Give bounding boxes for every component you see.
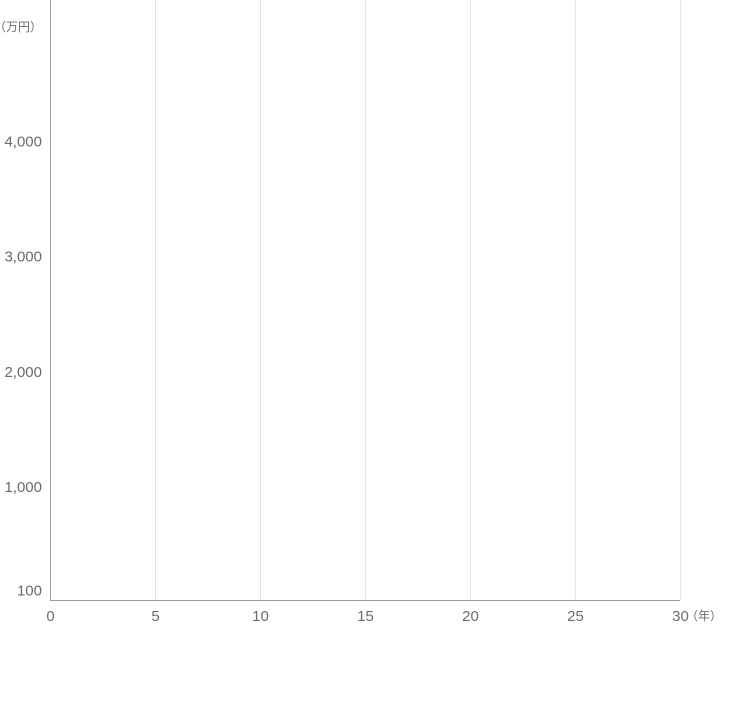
y-tick-label: 3,000 [4,249,42,266]
y-unit-label: （万円） [0,20,42,34]
x-tick-label: 5 [151,608,159,625]
x-tick-label: 20 [462,608,479,625]
x-tick-label: 15 [357,608,374,625]
y-tick-label: 2,000 [4,364,42,381]
y-tick-label: 4,000 [4,134,42,151]
x-tick-label: 30 [672,608,689,625]
x-tick-label: 10 [252,608,269,625]
x-unit-label: （年） [686,609,722,623]
grid-lines [155,0,681,600]
y-tick-labels: 100 1,000 2,000 3,000 4,000 [4,134,42,600]
y-tick-label: 100 [17,582,42,599]
x-tick-labels: 0 5 10 15 20 25 30 [46,608,689,625]
y-tick-label: 1,000 [4,479,42,496]
x-tick-label: 25 [567,608,584,625]
x-tick-label: 0 [46,608,54,625]
